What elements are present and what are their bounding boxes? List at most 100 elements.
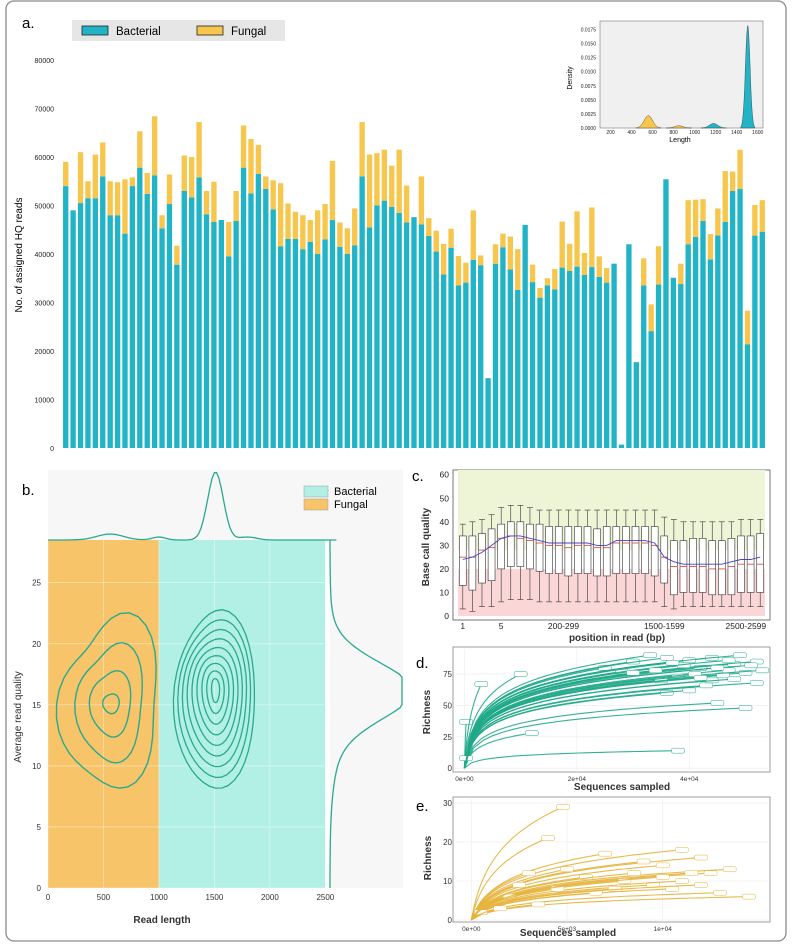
ytick-label-a: 20000 [35, 349, 55, 356]
bar-fungal [700, 199, 706, 222]
bar-bacterial [277, 246, 284, 448]
rarefaction-curve [463, 667, 718, 769]
bar-fungal [114, 182, 121, 216]
contour-fungal [88, 669, 132, 738]
ytick-label-c: 60 [440, 470, 450, 480]
ytick-label-a: 60000 [35, 155, 55, 162]
curve-end-label-box [525, 730, 539, 736]
bar-fungal [292, 211, 299, 239]
inset-ytick-label: 0.0125 [581, 56, 597, 62]
curve-end-label-box [626, 670, 640, 676]
xtick-label-c: 2500-2599 [725, 621, 766, 631]
contour-fungal [74, 641, 144, 764]
bar-bacterial [448, 247, 454, 448]
bar-bacterial [529, 282, 536, 448]
legend-b-bacterial-label: Bacterial [334, 486, 377, 498]
bar-bacterial [151, 175, 158, 448]
ytick-label-b: 25 [32, 579, 41, 588]
bar-bacterial [314, 254, 321, 448]
rarefaction-curve [463, 677, 701, 769]
ytick-label-c: 10 [440, 587, 450, 597]
contour-bacterial [191, 646, 239, 747]
bar-fungal [240, 125, 247, 168]
bar-bacterial [552, 289, 558, 448]
curve-end-label-box [648, 667, 663, 674]
bar-fungal [722, 171, 728, 222]
ytick-label: 30 [443, 799, 452, 808]
bar-bacterial [648, 331, 654, 448]
xtick-label-b: 1000 [150, 893, 168, 902]
ytick-label-a: 80000 [35, 58, 55, 65]
box-iqr [507, 521, 515, 567]
bar-fungal [744, 310, 751, 345]
bar-fungal [729, 171, 736, 191]
curve-end-label-box [643, 652, 657, 659]
bar-bacterial [478, 265, 484, 448]
bar-fungal [418, 176, 425, 225]
bar-bacterial [100, 176, 106, 448]
bar-fungal [307, 220, 313, 242]
box-iqr [516, 521, 525, 567]
ytick-label-c: 0 [444, 611, 449, 621]
rarefaction-curve [470, 806, 564, 921]
bar-bacterial [418, 224, 425, 448]
box-iqr [487, 528, 496, 581]
curve-end-label-box [665, 660, 680, 666]
curve-end-label-box [675, 878, 689, 884]
bar-fungal [203, 190, 210, 215]
inset-background [599, 20, 764, 129]
bar-bacterial [137, 167, 143, 449]
rarefaction-curve [463, 689, 690, 769]
xlabel-c: position in read (bp) [569, 633, 665, 644]
bar-bacterial [122, 233, 128, 448]
marginal-density-length [48, 472, 337, 541]
bar-fungal [277, 183, 284, 247]
ytick-label: 20 [443, 838, 452, 847]
box-iqr [612, 526, 621, 574]
xtick-label: 2e+04 [568, 776, 587, 783]
bar-fungal [463, 262, 469, 283]
xtick-label: 1e+04 [654, 926, 673, 933]
box-iqr [631, 526, 640, 574]
panel-c: c. 0 10 20 30 40 50 60 1 5 200-299 1500-1599 2500-2… [412, 468, 771, 644]
bar-fungal [129, 177, 136, 187]
legend-b-fungal-swatch [303, 498, 329, 511]
bar-bacterial [440, 274, 447, 448]
bar-fungal [544, 278, 551, 286]
bar-fungal [100, 142, 106, 177]
legend-a-bacterial-label: Bacterial [116, 26, 161, 38]
ytick-label-a: 30000 [35, 301, 55, 308]
ytick-label-b: 15 [32, 701, 41, 710]
bar-fungal [211, 181, 217, 222]
legend-b-bacterial-swatch [303, 485, 329, 498]
bar-bacterial [470, 259, 476, 448]
bar-fungal [500, 233, 506, 248]
bar-bacterial [144, 193, 150, 448]
curve-end-label-box [694, 854, 708, 861]
curve-end-label-box [682, 687, 697, 694]
bar-bacterial [522, 224, 528, 448]
rarefaction-curve [470, 880, 682, 921]
bar-fungal [174, 245, 180, 265]
inset-ytick-label: 0.0100 [581, 70, 597, 76]
bar-bacterial [426, 236, 432, 448]
rarefaction-curve [463, 662, 673, 769]
curve-end-label-box [738, 705, 753, 711]
bar-bacterial [515, 289, 521, 448]
bar-fungal [759, 200, 765, 232]
ytick-label-c: 40 [440, 517, 450, 527]
bar-bacterial [337, 246, 343, 448]
curve-end-label-box [742, 893, 756, 900]
xlabel-b: Read length [133, 915, 190, 926]
curve-end-label-box [755, 667, 770, 674]
ytick-label-a: 10000 [35, 398, 55, 405]
bar-bacterial [255, 173, 262, 448]
xtick-label-c: 5 [499, 621, 504, 631]
contour-bacterial [181, 628, 248, 768]
curve-end-label-box [693, 675, 708, 681]
bar-bacterial [678, 284, 684, 448]
contour-bacterial [210, 677, 221, 704]
curve-end-label-box [598, 850, 613, 857]
bar-bacterial [403, 222, 410, 448]
bar-fungal [396, 149, 402, 213]
